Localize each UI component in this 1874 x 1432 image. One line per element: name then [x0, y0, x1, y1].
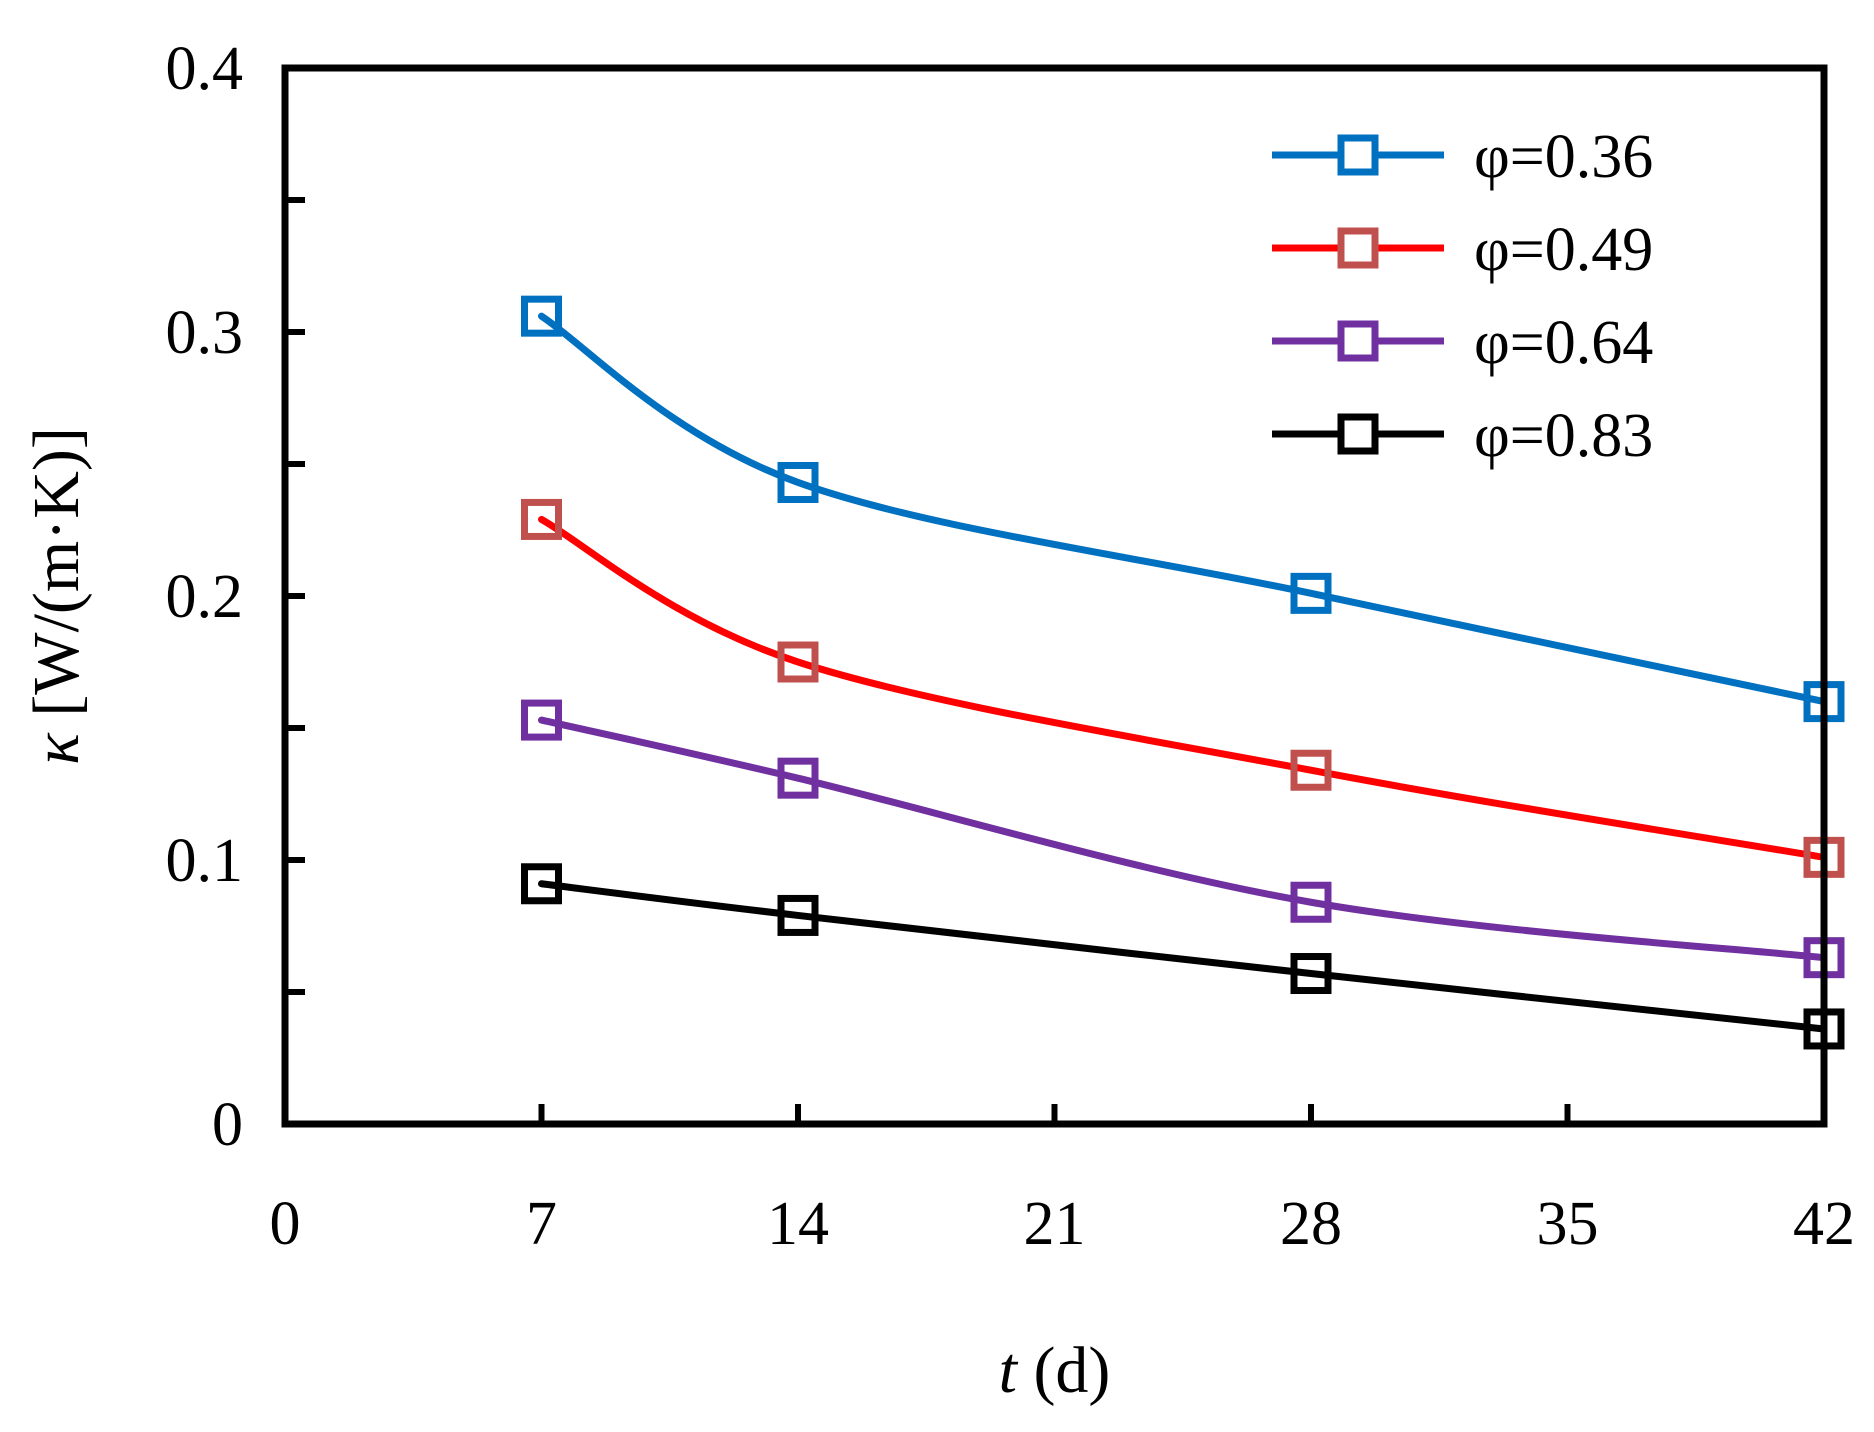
legend-marker	[1337, 413, 1379, 455]
x-axis-title-variable: t	[999, 1334, 1019, 1407]
series-1	[521, 295, 1845, 723]
data-point	[1290, 572, 1332, 614]
x-tick-label: 7	[526, 1190, 557, 1258]
axes-layer	[281, 64, 1828, 1128]
data-point	[1290, 881, 1332, 923]
data-point	[777, 461, 819, 503]
y-tick-label: 0.2	[166, 563, 244, 631]
data-point	[521, 295, 562, 337]
data-point	[777, 894, 819, 936]
x-axis-title: t (d)	[999, 1334, 1111, 1407]
x-axis-title-unit: (d)	[1017, 1334, 1110, 1407]
x-tick-label: 14	[767, 1190, 829, 1258]
data-point	[1290, 749, 1332, 791]
series-line	[538, 515, 1828, 861]
series-line	[538, 716, 1828, 962]
data-point	[777, 641, 819, 683]
data-point	[521, 498, 562, 540]
legend: φ=0.36 φ=0.49 φ=0.64 φ=0.83	[1272, 123, 1653, 470]
x-tick-label: 35	[1537, 1190, 1599, 1258]
legend-item: φ=0.83	[1272, 402, 1653, 470]
legend-label: φ=0.49	[1474, 216, 1653, 284]
series-line	[538, 312, 1828, 706]
legend-marker	[1337, 320, 1379, 362]
y-tick-label: 0.1	[166, 827, 244, 895]
legend-marker	[1337, 134, 1379, 176]
legend-label: φ=0.64	[1474, 309, 1653, 377]
y-tick-label: 0.4	[166, 35, 244, 103]
y-axis-title: κ [W/(m·K)]	[20, 427, 93, 765]
legend-marker	[1337, 227, 1379, 269]
data-point	[1290, 953, 1332, 995]
x-tick-label: 42	[1793, 1190, 1855, 1258]
data-point	[521, 863, 562, 905]
y-axis-title-variable: κ	[20, 732, 93, 765]
labels-layer: 0 7 14 21 28 35 42 0 0.1 0.2 0.3 0.4	[166, 35, 1856, 1258]
series-line	[538, 880, 1828, 1033]
x-tick-label: 28	[1280, 1190, 1342, 1258]
legend-item: φ=0.36	[1272, 123, 1653, 191]
y-axis-title-unit: [W/(m·K)]	[20, 427, 93, 733]
series-2	[521, 498, 1845, 878]
axis-titles: t (d) κ [W/(m·K)]	[20, 427, 1110, 1407]
series-layer	[521, 295, 1845, 1050]
legend-label: φ=0.36	[1474, 123, 1653, 191]
x-tick-label: 0	[270, 1190, 301, 1258]
y-tick-label: 0	[212, 1091, 243, 1159]
x-tick-label: 21	[1024, 1190, 1086, 1258]
legend-label: φ=0.83	[1474, 402, 1653, 470]
data-point	[777, 757, 819, 799]
y-tick-label: 0.3	[166, 299, 244, 367]
series-4	[521, 863, 1845, 1050]
legend-item: φ=0.64	[1272, 309, 1653, 377]
legend-item: φ=0.49	[1272, 216, 1653, 284]
data-point	[521, 699, 562, 741]
